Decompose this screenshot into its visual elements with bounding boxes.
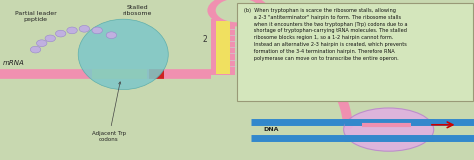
Ellipse shape xyxy=(92,27,102,34)
Ellipse shape xyxy=(207,0,269,26)
Text: 3: 3 xyxy=(269,35,274,44)
Ellipse shape xyxy=(216,0,261,22)
Text: (b)  When tryptophan is scarce the ribosome stalls, allowing
      a 2-3 "antite: (b) When tryptophan is scarce the riboso… xyxy=(244,8,408,61)
Ellipse shape xyxy=(36,40,47,47)
Text: mRNA: mRNA xyxy=(2,60,24,66)
Ellipse shape xyxy=(344,108,434,151)
Text: trpE mRNA: trpE mRNA xyxy=(398,93,433,98)
Ellipse shape xyxy=(79,25,90,32)
Ellipse shape xyxy=(106,32,117,39)
FancyBboxPatch shape xyxy=(237,3,473,101)
Text: 2: 2 xyxy=(202,35,207,44)
Ellipse shape xyxy=(45,35,55,42)
Text: Adjacent Trp
codons: Adjacent Trp codons xyxy=(92,82,126,142)
Ellipse shape xyxy=(67,27,77,34)
Bar xyxy=(211,19,235,75)
Text: 4: 4 xyxy=(284,90,289,99)
Bar xyxy=(216,21,230,74)
Ellipse shape xyxy=(30,46,41,53)
Ellipse shape xyxy=(55,30,66,37)
Text: Partial leader
peptide: Partial leader peptide xyxy=(15,11,56,22)
Text: Stalled
ribosome: Stalled ribosome xyxy=(123,5,152,16)
Bar xyxy=(246,21,261,74)
Bar xyxy=(242,19,265,75)
Ellipse shape xyxy=(78,19,168,90)
Text: DNA: DNA xyxy=(263,127,279,132)
